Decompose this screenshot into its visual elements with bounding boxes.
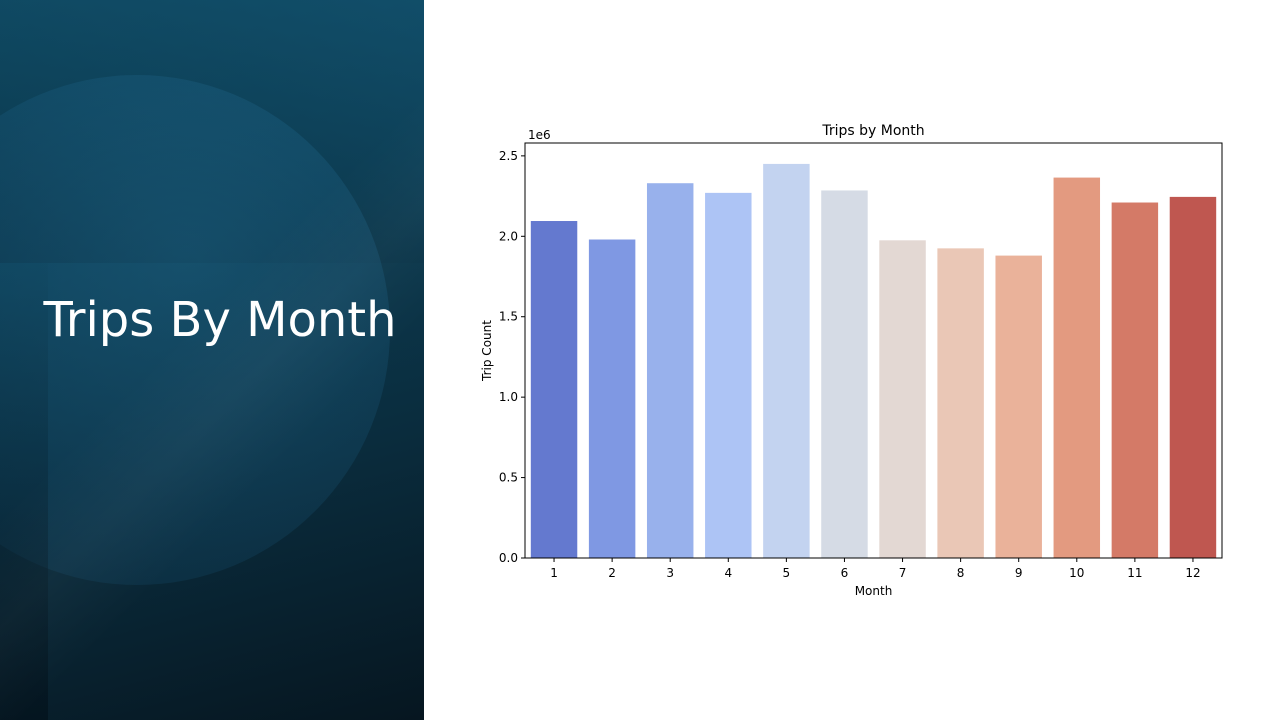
x-tick-label: 4 — [724, 566, 732, 580]
y-tick-label: 0.5 — [499, 471, 518, 485]
x-tick-label: 11 — [1127, 566, 1142, 580]
x-tick-label: 7 — [899, 566, 907, 580]
background-strip — [0, 263, 48, 720]
x-tick-label: 9 — [1015, 566, 1023, 580]
x-tick-label: 5 — [783, 566, 791, 580]
bar-month-1 — [530, 221, 578, 559]
y-axis-label: Trip Count — [480, 320, 494, 382]
x-tick-label: 6 — [841, 566, 849, 580]
bar-month-6 — [821, 190, 868, 559]
title-panel: Trips By Month — [0, 0, 424, 720]
x-tick-label: 2 — [608, 566, 616, 580]
bar-month-8 — [937, 248, 984, 558]
y-tick-label: 1.5 — [499, 310, 518, 324]
slide-title: Trips By Month — [43, 292, 397, 348]
x-tick-label: 3 — [666, 566, 674, 580]
plot-frame — [524, 142, 1223, 559]
y-axis-offset-label: 1e6 — [528, 128, 551, 142]
bar-month-9 — [995, 255, 1042, 558]
y-tick-label: 0.0 — [499, 551, 518, 565]
bar-month-5 — [763, 163, 810, 558]
x-tick-label: 8 — [957, 566, 965, 580]
bar-month-3 — [646, 183, 694, 558]
x-axis-label: Month — [855, 584, 893, 598]
bar-month-10 — [1053, 177, 1101, 558]
bar-month-12 — [1169, 196, 1217, 558]
bar-month-4 — [705, 192, 752, 558]
y-tick-label: 2.5 — [499, 149, 518, 163]
bar-month-11 — [1111, 202, 1159, 558]
y-tick-label: 1.0 — [499, 390, 518, 404]
x-tick-label: 10 — [1069, 566, 1084, 580]
bar-month-7 — [879, 240, 926, 558]
x-tick-label: 1 — [550, 566, 558, 580]
background-sheen — [0, 0, 424, 720]
background-shape — [0, 0, 424, 263]
y-tick-label: 2.0 — [499, 229, 518, 243]
bars-group — [530, 163, 1217, 559]
bar-month-2 — [588, 239, 636, 558]
x-axis: 1 2 3 4 5 6 7 8 9 10 11 12 — [550, 558, 1201, 580]
x-tick-label: 12 — [1185, 566, 1200, 580]
y-axis: 0.0 0.5 1.0 1.5 2.0 2.5 — [499, 149, 525, 565]
background-circle — [0, 75, 390, 585]
chart-title: Trips by Month — [821, 123, 924, 139]
